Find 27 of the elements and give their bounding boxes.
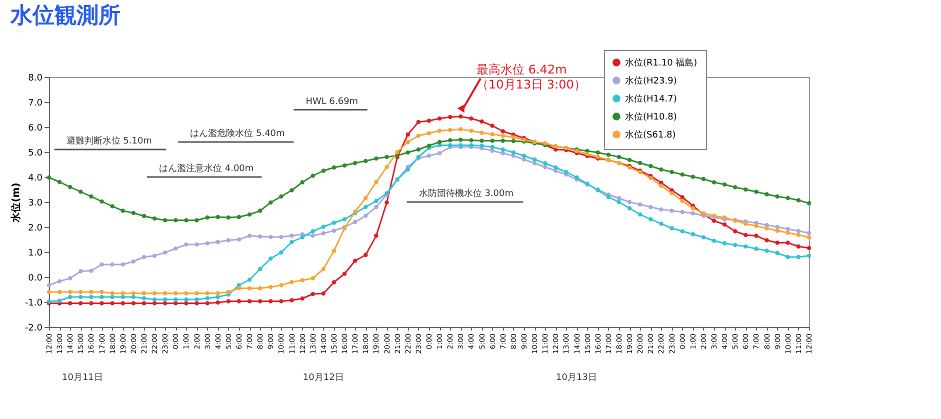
legend-label: 水位(H10.8) bbox=[625, 112, 677, 122]
y-tick-label: 1.0 bbox=[28, 248, 43, 258]
y-tick-label: -2.0 bbox=[24, 324, 43, 334]
y-tick-label: 5.0 bbox=[28, 148, 43, 158]
legend-label: 水位(H23.9) bbox=[625, 76, 677, 86]
text: 10月12日 bbox=[302, 373, 344, 383]
ref-line-label: はん濫危険水位 5.40m bbox=[190, 128, 285, 139]
ref-line-label: 水防団待機水位 3.00m bbox=[418, 188, 514, 199]
text: 10月13日 bbox=[556, 373, 597, 383]
y-tick-label: 4.0 bbox=[28, 174, 43, 184]
ref-line-label: 避難判断水位 5.10m bbox=[66, 136, 152, 146]
y-tick-label: 8.0 bbox=[28, 74, 43, 84]
y-axis-title: 水位(m) bbox=[10, 182, 22, 224]
ref-line-label: はん濫注意水位 4.00m bbox=[158, 163, 254, 174]
y-tick-label: 3.0 bbox=[28, 198, 43, 208]
chart-title: 水位観測所 bbox=[9, 4, 120, 28]
y-tick-label: 7.0 bbox=[28, 98, 43, 108]
legend-label: 水位(H14.7) bbox=[625, 94, 677, 104]
y-tick-label: 2.0 bbox=[28, 224, 43, 234]
y-tick-label: -1.0 bbox=[24, 298, 43, 308]
text: 10月11日 bbox=[62, 373, 103, 383]
legend-label: 水位(S61.8) bbox=[625, 130, 676, 140]
legend-label: 水位(R1.10 福島) bbox=[625, 58, 698, 68]
y-tick-label: 0.0 bbox=[28, 274, 43, 284]
ref-line-label: HWL 6.69m bbox=[306, 96, 358, 107]
annotation: 最高水位 6.42m （10月13日 3:00） bbox=[476, 62, 586, 92]
y-tick-label: 6.0 bbox=[28, 124, 43, 134]
